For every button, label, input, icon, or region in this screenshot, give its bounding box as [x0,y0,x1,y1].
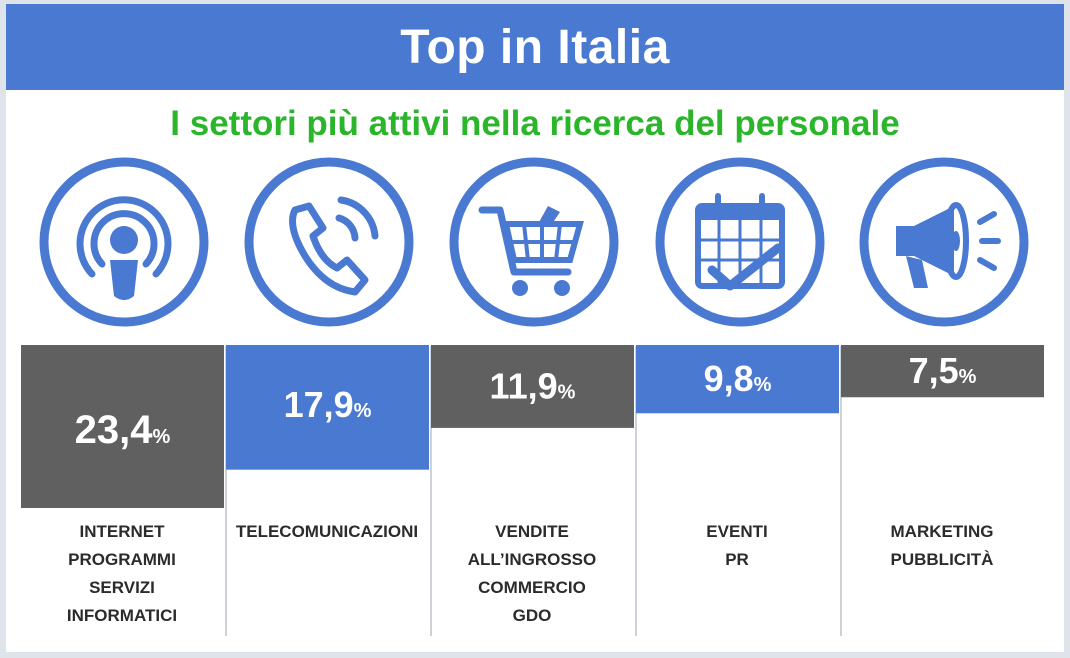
category-label-line: INFORMATICI [66,606,178,625]
category-label-line: PROGRAMMI [68,550,176,569]
category-label-line: VENDITE [495,522,569,541]
shopping-cart-icon [448,156,620,328]
data-label-1: 23,4% [75,408,171,452]
bar-2 [226,345,429,470]
category-label-3: VENDITE ALL’INGROSSO COMMERCIO GDO [432,518,632,630]
data-label-3: 11,9% [490,365,576,406]
category-label-line: COMMERCIO [478,578,586,597]
category-label-2: TELECOMUNICAZIONI [227,518,427,546]
calendar-check-icon [654,156,826,328]
header-banner: Top in Italia [6,4,1064,90]
category-label-line: EVENTI [706,522,768,541]
megaphone-icon [858,156,1030,328]
column-divider [225,346,227,636]
bar-4 [636,345,839,414]
category-label-1: INTERNET PROGRAMMI SERVIZI INFORMATICI [22,518,222,630]
data-label-2: 17,9% [284,384,372,425]
category-label-line: PUBBLICITÀ [890,550,994,569]
broadcast-person-icon [38,156,210,328]
infographic-card: Top in Italia I settori più attivi nella… [6,4,1064,652]
category-label-line: SERVIZI [89,578,155,597]
phone-icon [243,156,415,328]
column-divider [635,346,637,636]
category-label-line: TELECOMUNICAZIONI [235,522,419,541]
bar-3 [431,345,634,428]
category-label-5: MARKETING PUBBLICITÀ [842,518,1042,574]
bar-5 [841,345,1044,398]
bar-1 [21,345,224,508]
category-label-line: PR [725,550,749,569]
category-label-line: ALL’INGROSSO [467,550,597,569]
bar-chart: 23,4% 17,9% 11,9% 9,8% 7,5% [21,345,1044,508]
category-label-line: INTERNET [79,522,165,541]
data-label-5: 7,5% [909,350,977,391]
subtitle: I settori più attivi nella ricerca del p… [170,104,900,143]
category-label-4: EVENTI PR [637,518,837,574]
column-divider [430,346,432,636]
data-label-4: 9,8% [704,358,772,399]
page-title: Top in Italia [400,20,670,74]
column-divider [840,346,842,636]
category-label-line: GDO [512,606,552,625]
category-label-line: MARKETING [890,522,994,541]
